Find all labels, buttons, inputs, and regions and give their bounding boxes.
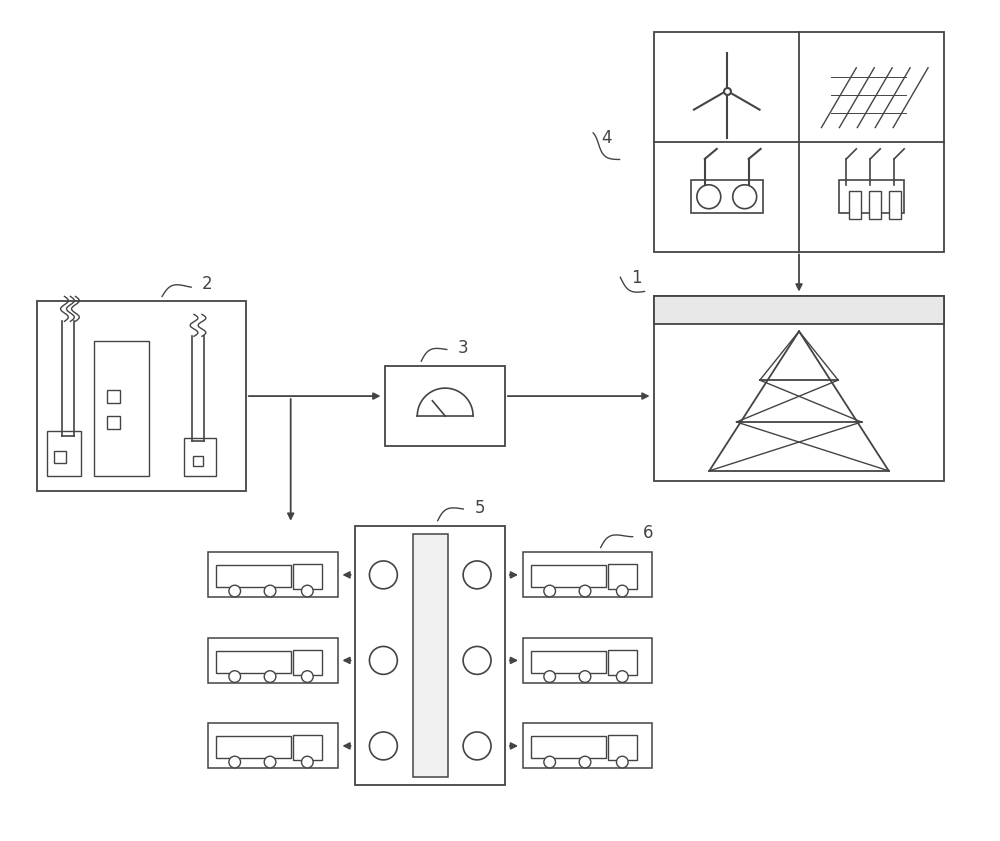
- Circle shape: [544, 671, 556, 682]
- Bar: [523, 723, 652, 769]
- Bar: [37, 301, 246, 491]
- Bar: [654, 296, 944, 481]
- Circle shape: [579, 671, 591, 682]
- Circle shape: [302, 585, 313, 597]
- Circle shape: [616, 671, 628, 682]
- Circle shape: [463, 561, 491, 589]
- Bar: [849, 191, 861, 219]
- Text: 1: 1: [632, 269, 642, 288]
- Text: 3: 3: [458, 339, 469, 357]
- Bar: [216, 565, 291, 588]
- Bar: [208, 723, 338, 769]
- Circle shape: [264, 756, 276, 768]
- Bar: [107, 390, 120, 403]
- Text: 6: 6: [643, 524, 653, 542]
- Circle shape: [616, 756, 628, 768]
- Bar: [293, 735, 322, 760]
- Bar: [208, 553, 338, 597]
- Circle shape: [369, 647, 397, 674]
- Bar: [193, 456, 203, 466]
- Circle shape: [733, 185, 757, 209]
- Bar: [355, 526, 505, 785]
- Bar: [691, 180, 763, 213]
- Bar: [531, 736, 606, 759]
- Bar: [839, 180, 904, 213]
- Bar: [523, 638, 652, 683]
- Circle shape: [229, 756, 241, 768]
- Bar: [208, 638, 338, 683]
- Bar: [216, 651, 291, 673]
- Circle shape: [229, 671, 241, 682]
- Circle shape: [302, 756, 313, 768]
- Bar: [889, 191, 901, 219]
- Bar: [523, 553, 652, 597]
- Text: 4: 4: [602, 129, 612, 146]
- Circle shape: [229, 585, 241, 597]
- Bar: [54, 451, 66, 463]
- Bar: [293, 564, 322, 590]
- Text: 5: 5: [475, 499, 485, 516]
- Bar: [869, 191, 881, 219]
- Circle shape: [616, 585, 628, 597]
- Bar: [654, 296, 944, 325]
- Bar: [385, 366, 505, 446]
- Circle shape: [579, 756, 591, 768]
- Circle shape: [544, 585, 556, 597]
- Bar: [608, 564, 637, 590]
- Circle shape: [302, 671, 313, 682]
- Bar: [47, 431, 81, 476]
- Circle shape: [369, 732, 397, 760]
- Bar: [654, 32, 944, 251]
- Circle shape: [579, 585, 591, 597]
- Circle shape: [463, 647, 491, 674]
- Bar: [184, 438, 216, 476]
- Bar: [608, 735, 637, 760]
- Bar: [608, 649, 637, 674]
- Circle shape: [369, 561, 397, 589]
- Bar: [94, 341, 149, 476]
- Circle shape: [697, 185, 721, 209]
- Bar: [413, 534, 448, 777]
- Bar: [216, 736, 291, 759]
- Circle shape: [544, 756, 556, 768]
- Bar: [531, 651, 606, 673]
- Bar: [107, 416, 120, 429]
- Circle shape: [463, 732, 491, 760]
- Bar: [531, 565, 606, 588]
- Circle shape: [264, 671, 276, 682]
- Bar: [293, 649, 322, 674]
- Circle shape: [264, 585, 276, 597]
- Text: 2: 2: [202, 276, 213, 294]
